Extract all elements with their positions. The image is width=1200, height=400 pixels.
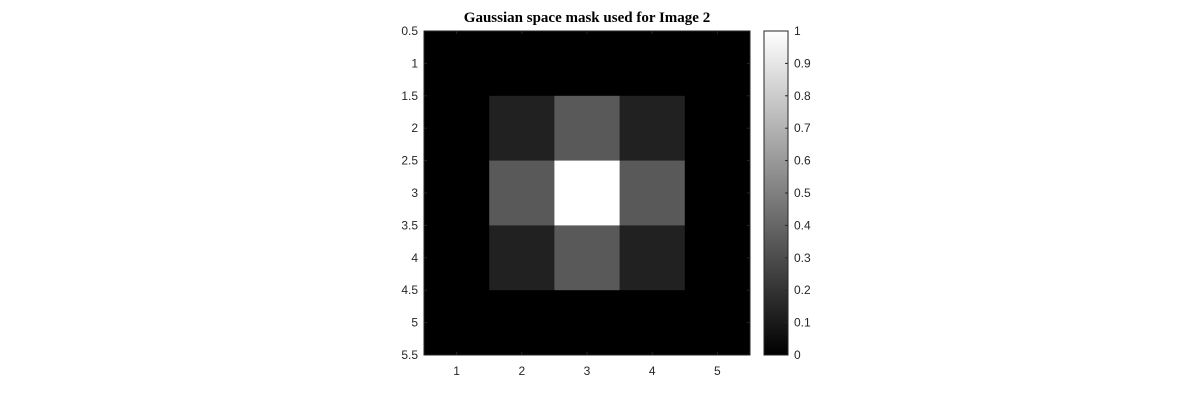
y-tick-label: 1.5 — [401, 89, 418, 103]
heatmap-cell — [684, 160, 751, 226]
heatmap-cell — [619, 95, 686, 162]
y-tick-label: 5.5 — [401, 348, 418, 362]
heatmap-cell — [684, 31, 751, 97]
colorbar-tick-label: 0.2 — [794, 283, 811, 297]
colorbar-ticks: 0 0.1 0.2 0.3 0.4 0.5 0.6 0.7 0.8 0.9 1 — [785, 24, 811, 362]
y-tick-label: 1 — [411, 56, 418, 70]
heatmap-cell — [554, 290, 621, 356]
heatmap-cell — [619, 225, 686, 291]
y-tick-label: 3.5 — [401, 218, 418, 232]
heatmap-cell — [619, 160, 686, 226]
heatmap-cell — [554, 95, 621, 162]
x-tick-label: 2 — [518, 364, 525, 378]
colorbar-tick-label: 0.7 — [794, 121, 811, 135]
y-tick-label: 4 — [411, 251, 418, 265]
heatmap-cell — [489, 290, 555, 356]
heatmap-cell — [619, 290, 686, 356]
y-tick-label: 2.5 — [401, 154, 418, 168]
heatmap-cell — [554, 31, 621, 97]
colorbar-tick-label: 0.5 — [794, 186, 811, 200]
heatmap-cell — [424, 160, 490, 226]
heatmap-cell — [424, 95, 490, 162]
heatmap-cell — [684, 95, 751, 162]
colorbar — [763, 30, 789, 356]
colorbar-tick-label: 1 — [794, 24, 801, 38]
heatmap-cell — [424, 290, 490, 356]
heatmap-cell — [554, 160, 621, 226]
y-axis-ticks: 0.5 1 1.5 2 2.5 3 3.5 4 4.5 5 5.5 — [401, 24, 750, 362]
y-tick-label: 2 — [411, 121, 418, 135]
x-tick-label: 4 — [649, 364, 656, 378]
heatmap-cell — [684, 290, 751, 356]
heatmap-cell — [489, 95, 555, 162]
colorbar-tick-label: 0.9 — [794, 56, 811, 70]
y-tick-label: 0.5 — [401, 24, 418, 38]
chart-title: Gaussian space mask used for Image 2 — [464, 10, 710, 26]
colorbar-tick-label: 0.8 — [794, 89, 811, 103]
heatmap-cell — [424, 225, 490, 291]
colorbar-tick-label: 0.4 — [794, 218, 811, 232]
y-tick-label: 4.5 — [401, 283, 418, 297]
colorbar-tick-label: 0.6 — [794, 154, 811, 168]
heatmap-cell — [489, 31, 555, 97]
heatmap-cell — [684, 225, 751, 291]
heatmap-cell — [489, 160, 555, 226]
heatmap-cell — [489, 225, 555, 291]
x-axis-ticks: 1 2 3 4 5 — [453, 31, 721, 378]
x-tick-label: 1 — [453, 364, 460, 378]
colorbar-tick-label: 0.3 — [794, 251, 811, 265]
heatmap-cell — [554, 225, 621, 291]
heatmap-cell — [424, 31, 490, 97]
colorbar-tick-label: 0 — [794, 348, 801, 362]
colorbar-tick-label: 0.1 — [794, 316, 811, 330]
y-tick-label: 3 — [411, 186, 418, 200]
x-tick-label: 5 — [714, 364, 721, 378]
heatmap-cell — [619, 31, 686, 97]
y-tick-label: 5 — [411, 316, 418, 330]
heatmap-cells — [424, 31, 751, 356]
x-tick-label: 3 — [584, 364, 591, 378]
